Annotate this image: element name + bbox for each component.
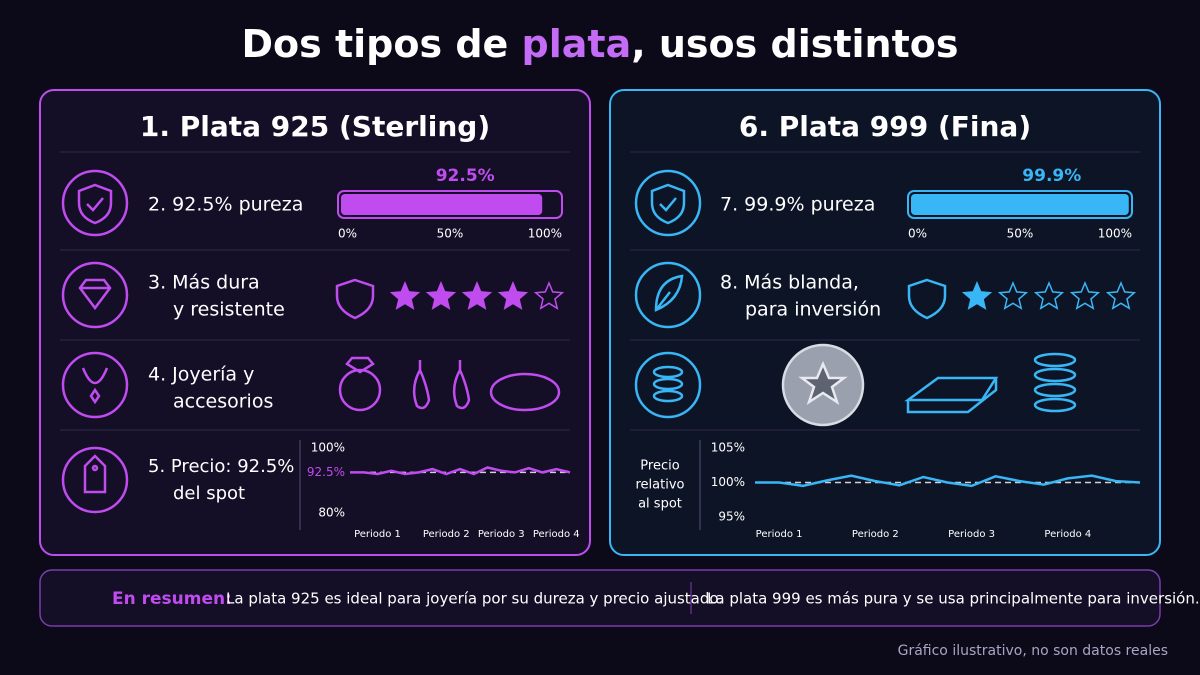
row-label: 4. Joyería y — [148, 364, 254, 386]
summary-left: La plata 925 es ideal para joyería por s… — [226, 590, 723, 608]
row-label: para inversión — [745, 299, 881, 321]
x-tick-label: 0% — [908, 227, 927, 241]
summary-box — [39, 569, 1161, 627]
panel-title: 1. Plata 925 (Sterling) — [140, 110, 490, 143]
row-label: 7. 99.9% pureza — [720, 194, 875, 216]
x-tick-label: Periodo 2 — [423, 529, 470, 540]
row-label: 5. Precio: 92.5% — [148, 456, 294, 477]
y-tick-label: 95% — [718, 510, 745, 524]
x-tick-label: Periodo 4 — [1044, 529, 1091, 540]
y-tick-label: 80% — [318, 506, 345, 520]
x-tick-label: 100% — [1098, 227, 1132, 241]
star-filled — [425, 281, 457, 310]
x-tick-label: Periodo 1 — [756, 529, 803, 540]
y-tick-label: 100% — [311, 441, 345, 455]
row-label: 8. Más blanda, — [720, 272, 859, 294]
footnote: Gráfico ilustrativo, no son datos reales — [898, 643, 1168, 659]
summary-right: La plata 999 es más pura y se usa princi… — [707, 590, 1200, 608]
y-tick-label: 105% — [711, 441, 745, 455]
x-tick-label: 50% — [1007, 227, 1034, 241]
purity-bar — [911, 194, 1129, 215]
reference-label: 92.5% — [307, 465, 345, 479]
x-tick-label: 100% — [528, 227, 562, 241]
row-label: 2. 92.5% pureza — [148, 194, 303, 216]
price-line — [350, 466, 571, 476]
row-label: accesorios — [173, 391, 273, 413]
panel-925 — [39, 89, 591, 556]
summary-label: En resumen: — [112, 589, 232, 609]
purity-bar — [341, 194, 543, 215]
row-label: y resistente — [173, 299, 285, 321]
star-empty — [533, 281, 565, 310]
star-rating — [961, 281, 1137, 310]
x-tick-label: Periodo 3 — [948, 529, 995, 540]
panel-999 — [609, 89, 1161, 556]
y-tick-label: 100% — [711, 475, 745, 489]
star-empty — [1069, 281, 1101, 310]
x-tick-label: Periodo 3 — [478, 529, 525, 540]
value-label: 92.5% — [436, 166, 495, 186]
title-highlight: plata — [522, 22, 632, 66]
price-line — [755, 474, 1141, 488]
y-axis-label: relativo — [636, 478, 685, 493]
panel-title: 6. Plata 999 (Fina) — [739, 110, 1031, 143]
x-tick-label: 50% — [437, 227, 464, 241]
bar-track — [337, 190, 563, 219]
y-axis-label: al spot — [638, 497, 682, 512]
star-empty — [1033, 281, 1065, 310]
title-part: Dos tipos de — [241, 22, 521, 66]
x-tick-label: Periodo 4 — [533, 529, 580, 540]
value-label: 99.9% — [1022, 166, 1081, 186]
row-label: 3. Más dura — [148, 272, 260, 294]
separators — [60, 151, 1140, 431]
star-filled — [389, 281, 421, 310]
star-filled — [461, 281, 493, 310]
row-label: del spot — [173, 483, 245, 504]
star-filled — [961, 281, 993, 310]
x-tick-label: Periodo 1 — [354, 529, 401, 540]
x-tick-label: Periodo 2 — [852, 529, 899, 540]
x-tick-label: 0% — [338, 227, 357, 241]
star-filled — [497, 281, 529, 310]
star-rating — [389, 281, 565, 310]
star-empty — [1105, 281, 1137, 310]
page-title: Dos tipos de plata, usos distintos — [241, 22, 958, 66]
bar-track — [907, 190, 1133, 219]
icons — [41, 169, 1077, 624]
title-part: , usos distintos — [631, 22, 958, 66]
y-axis-label: Precio — [640, 459, 679, 474]
star-empty — [997, 281, 1029, 310]
